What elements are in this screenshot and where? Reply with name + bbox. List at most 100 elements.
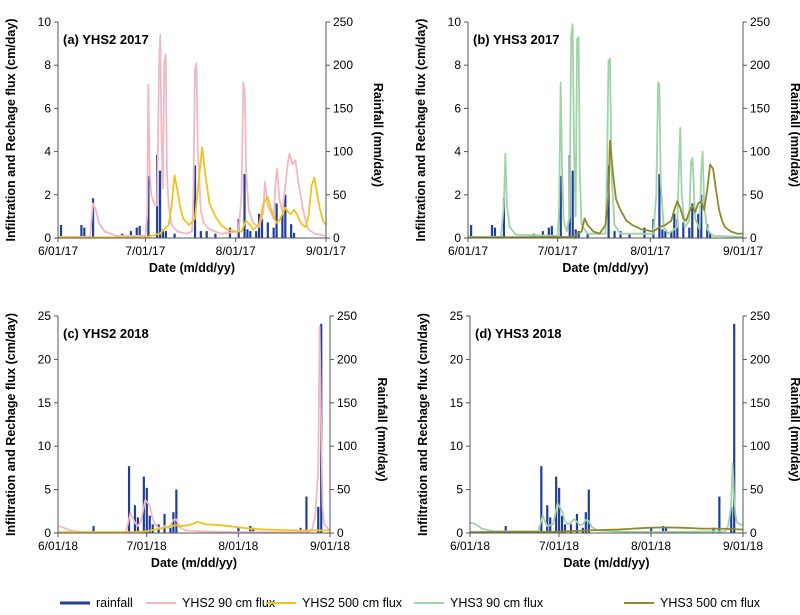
rainfall-bar — [164, 231, 167, 238]
rainfall-bar — [650, 527, 653, 533]
legend: rainfall YHS2 90 cm flux YHS2 500 cm flux Y… — [60, 596, 761, 610]
y-tick-label: 4 — [454, 145, 461, 159]
y-axis-label: Infiltration and Rechage flux (cm/day) — [4, 313, 18, 536]
y-tick-label: 0 — [44, 231, 51, 245]
y2-tick-label: 200 — [333, 58, 353, 72]
rainfall-bar — [92, 526, 95, 533]
x-axis-label: Date (m/dd/yy) — [151, 556, 237, 570]
y-tick-label: 20 — [450, 352, 464, 366]
rainfall-bar — [59, 225, 63, 238]
rainfall-bar — [546, 505, 549, 533]
y-tick-label: 15 — [38, 396, 52, 410]
rainfall-bar — [706, 224, 709, 238]
rainfall-bar — [305, 496, 308, 533]
y2-tick-label: 0 — [750, 526, 757, 540]
panel-title: (b) YHS3 2017 — [473, 32, 559, 47]
rainfall-bar — [718, 496, 721, 533]
legend-label: YHS3 90 cm flux — [450, 596, 544, 610]
rainfall-bar — [547, 227, 550, 238]
x-tick-label: 6/01/18 — [450, 539, 490, 553]
rainfall-bar — [571, 170, 574, 238]
y2-tick-label: 150 — [750, 101, 770, 115]
y-tick-label: 0 — [44, 526, 51, 540]
rainfall-bar — [147, 175, 150, 238]
rainfall-bar — [469, 225, 473, 238]
y-axis-label: Infiltration and Rechage flux (cm/day) — [416, 313, 430, 536]
y2-tick-label: 50 — [337, 483, 351, 497]
rainfall-bar — [255, 231, 258, 238]
rainfall-bar — [730, 506, 733, 533]
rainfall-bar — [733, 323, 736, 533]
y-tick-label: 5 — [456, 483, 463, 497]
y2-tick-label: 150 — [750, 396, 770, 410]
y2-tick-label: 150 — [337, 396, 357, 410]
x-tick-label: 8/01/17 — [630, 244, 670, 258]
rainfall-bar — [555, 476, 558, 533]
y2-tick-label: 200 — [337, 352, 357, 366]
rainfall-bar — [558, 487, 561, 533]
rainfall-bar — [214, 233, 217, 238]
rainfall-bar — [83, 227, 86, 238]
y-tick-label: 25 — [450, 309, 464, 323]
rainfall-bar — [172, 512, 175, 533]
legend-label: rainfall — [96, 596, 133, 610]
rainfall-bar — [587, 489, 590, 533]
y-tick-label: 6 — [454, 101, 461, 115]
rainfall-bar — [246, 229, 249, 238]
panel-title: (a) YHS2 2017 — [63, 32, 149, 47]
y2-tick-label: 250 — [750, 15, 770, 29]
rainfall-bar — [249, 231, 252, 238]
x-axis-label: Date (m/dd/yy) — [562, 261, 648, 275]
y-tick-label: 0 — [456, 526, 463, 540]
x-tick-label: 7/01/17 — [125, 244, 165, 258]
rainfall-bar — [563, 524, 567, 533]
rainfall-bar — [559, 175, 562, 238]
panel-title: (d) YHS3 2018 — [475, 326, 561, 341]
panel-title: (c) YHS2 2018 — [63, 326, 149, 341]
y2-tick-label: 100 — [337, 439, 357, 453]
rainfall-bar — [138, 225, 141, 238]
rainfall-bar — [502, 198, 506, 238]
y2-tick-label: 100 — [750, 145, 770, 159]
series-line-yhs2-500-cm-flux — [57, 146, 327, 239]
rainfall-bar — [575, 513, 579, 533]
rainfall-bar — [169, 527, 172, 533]
rainfall-bar — [80, 225, 83, 238]
rainfall-bar — [205, 231, 208, 238]
legend-label: YHS3 500 cm flux — [660, 596, 761, 610]
x-tick-label: 6/01/17 — [448, 244, 488, 258]
rainfall-bar — [682, 222, 685, 238]
series-line-yhs2-500-cm-flux — [58, 520, 330, 534]
rainfall-bar — [664, 231, 667, 238]
y2-tick-label: 50 — [750, 483, 764, 497]
rainfall-bar — [586, 233, 589, 238]
x-axis-label: Date (m/dd/yy) — [149, 261, 235, 275]
y2-tick-label: 100 — [750, 439, 770, 453]
y-axis-label: Infiltration and Rechage flux (cm/day) — [4, 19, 18, 242]
rainfall-bar — [272, 227, 275, 238]
x-tick-label: 7/01/17 — [538, 244, 578, 258]
rainfall-bar — [148, 515, 151, 533]
x-tick-label: 9/01/17 — [306, 244, 346, 258]
rainfall-bar — [691, 203, 694, 238]
rainfall-bar — [175, 489, 178, 533]
rainfall-bar — [584, 512, 587, 533]
x-tick-label: 6/01/17 — [38, 244, 78, 258]
y2-tick-label: 200 — [750, 352, 770, 366]
x-tick-label: 6/01/18 — [38, 539, 78, 553]
rainfall-bar — [577, 231, 580, 238]
rainfall-bar — [193, 165, 197, 238]
rainfall-bar — [129, 231, 133, 238]
y-tick-label: 10 — [38, 15, 52, 29]
rainfall-bar — [260, 218, 264, 238]
rainfall-bar — [661, 526, 665, 533]
rainfall-bar — [661, 229, 664, 238]
y-tick-label: 4 — [44, 145, 51, 159]
y2-tick-label: 250 — [333, 15, 353, 29]
y-tick-label: 20 — [38, 352, 52, 366]
rainfall-bar — [670, 231, 673, 238]
x-tick-label: 8/01/17 — [216, 244, 256, 258]
legend-label: YHS2 90 cm flux — [182, 596, 276, 610]
series-line-yhs2-90-cm-flux — [57, 325, 331, 534]
